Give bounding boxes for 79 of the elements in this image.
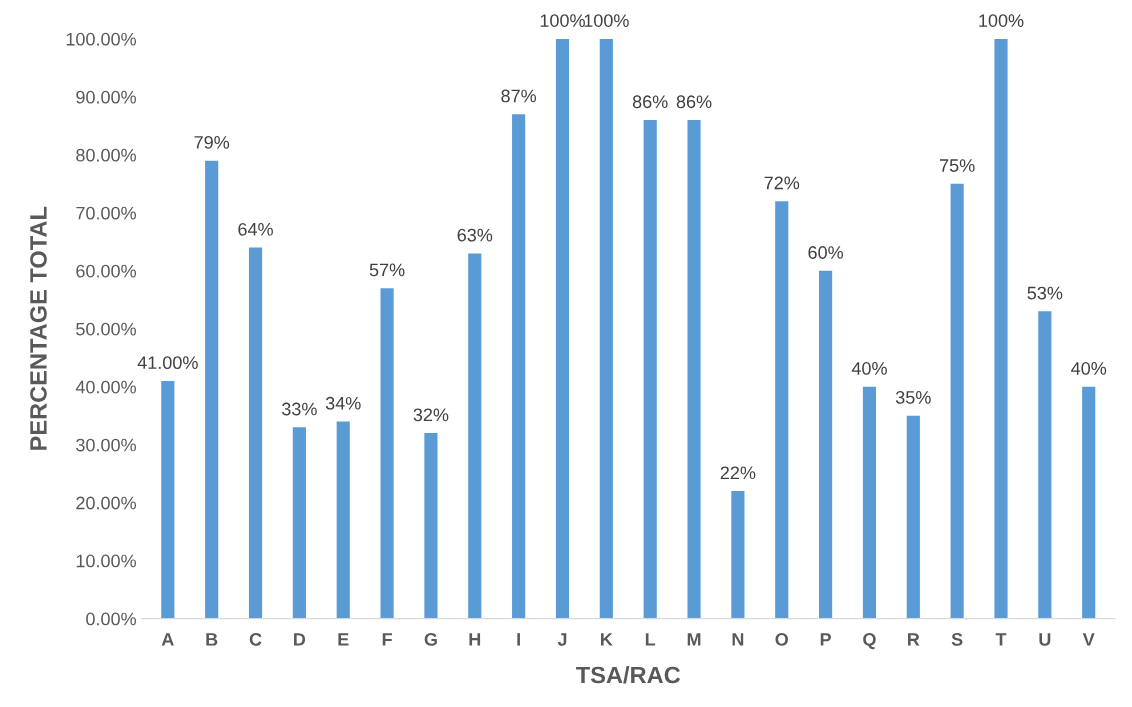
x-tick-label: S	[951, 632, 963, 646]
data-label: 22%	[720, 466, 756, 480]
x-tick-label: D	[294, 633, 306, 646]
data-label: 100%	[584, 14, 629, 27]
y-tick-label: 20.00%	[76, 496, 136, 510]
bar	[731, 491, 745, 619]
data-label: 53%	[1027, 286, 1063, 300]
bar	[950, 183, 964, 619]
data-label: 72%	[764, 176, 800, 190]
x-tick-label: P	[820, 633, 831, 646]
y-tick-label: 30.00%	[76, 438, 136, 452]
y-tick-label: 40.00%	[75, 380, 136, 394]
y-tick-label: 50.00%	[76, 322, 136, 336]
data-label: 63%	[457, 228, 493, 242]
bar	[819, 270, 833, 619]
x-tick-label: A	[161, 633, 174, 646]
x-tick-label: E	[338, 633, 349, 646]
y-tick-label: 90.00%	[76, 90, 136, 104]
data-label: 75%	[940, 159, 975, 172]
x-tick-label: M	[687, 633, 701, 646]
x-tick-label: I	[517, 633, 520, 646]
bar	[994, 38, 1008, 619]
bar	[248, 247, 263, 619]
y-tick-label: 0.00%	[86, 612, 136, 626]
bar	[555, 38, 570, 619]
data-label: 100%	[979, 14, 1024, 27]
x-tick-label: R	[907, 633, 920, 646]
bar	[643, 120, 657, 619]
data-label: 33%	[281, 402, 317, 416]
data-label: 41.00%	[137, 356, 198, 370]
x-tick-label: V	[1082, 633, 1095, 646]
data-label: 57%	[369, 263, 405, 277]
data-label: 64%	[238, 222, 273, 236]
y-tick-label: 70.00%	[76, 206, 136, 220]
x-tick-label: K	[601, 633, 613, 646]
x-tick-label: U	[1039, 633, 1051, 646]
x-tick-label: N	[732, 633, 744, 646]
bar	[468, 253, 482, 619]
x-tick-label: Q	[863, 632, 876, 650]
bar	[424, 433, 438, 619]
y-tick-label: 80.00%	[76, 148, 136, 162]
bar	[599, 38, 613, 619]
data-label: 35%	[895, 391, 931, 404]
bar	[1082, 386, 1096, 619]
data-label: 60%	[808, 246, 844, 259]
data-label: 32%	[413, 408, 449, 422]
data-label: 40%	[851, 362, 887, 375]
y-tick-label: 100.00%	[66, 32, 136, 46]
data-label: 86%	[632, 95, 668, 109]
bar	[687, 120, 701, 619]
x-tick-label: C	[249, 632, 262, 646]
bar	[205, 160, 219, 619]
bar	[862, 386, 877, 619]
x-tick-label: F	[382, 633, 392, 646]
bar	[775, 201, 789, 619]
x-tick-label: H	[469, 633, 481, 646]
data-label: 87%	[501, 89, 537, 103]
x-tick-label: B	[206, 633, 218, 646]
data-label: 86%	[676, 95, 712, 109]
bar	[161, 380, 175, 619]
y-tick-label: 10.00%	[76, 554, 136, 568]
x-tick-label: J	[557, 633, 567, 646]
bar	[292, 427, 306, 619]
data-label: 100%	[540, 14, 585, 27]
x-tick-label: T	[995, 633, 1007, 646]
data-label: 79%	[194, 135, 230, 149]
x-axis-title: TSA/RAC	[576, 666, 681, 684]
bar	[1038, 311, 1052, 619]
x-tick-label: L	[645, 633, 656, 646]
y-axis-title: PERCENTAGE TOTAL	[30, 206, 47, 450]
bar	[906, 415, 920, 619]
x-tick-label: G	[424, 632, 437, 646]
y-tick-label: 60.00%	[76, 264, 136, 278]
bar	[336, 421, 350, 619]
bar	[380, 288, 394, 619]
bar	[512, 114, 526, 619]
data-label: 40%	[1071, 362, 1107, 375]
x-tick-label: O	[775, 632, 789, 646]
data-label: 34%	[325, 396, 361, 410]
